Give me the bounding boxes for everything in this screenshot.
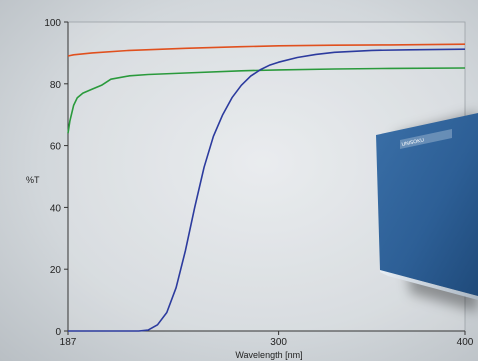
cell-side-edge [380, 268, 478, 300]
y-axis-label: %T [26, 175, 40, 185]
x-tick-label: 300 [270, 337, 287, 348]
x-axis-ticks: 187 300 400 [60, 331, 474, 348]
y-tick-label: 100 [44, 18, 61, 29]
series-lines [67, 43, 466, 332]
x-axis-label: Wavelength [nm] [235, 350, 302, 360]
x-tick-label: 400 [457, 337, 474, 348]
cell-brand-label: UNISOKU [401, 137, 425, 148]
y-tick-label: 80 [50, 80, 62, 91]
y-tick-label: 0 [55, 327, 61, 338]
series-line-1 [67, 67, 466, 134]
series-line-2 [68, 48, 466, 332]
product-photo: UNISOKU [376, 112, 478, 312]
y-tick-label: 60 [50, 142, 62, 153]
series-line-0 [67, 43, 466, 57]
cell-face [376, 113, 478, 296]
y-tick-label: 40 [50, 203, 62, 214]
y-tick-label: 20 [50, 265, 62, 276]
cell-label-plate [400, 129, 452, 149]
y-axis-ticks: 0 20 40 60 80 100 [44, 18, 68, 338]
x-tick-label: 187 [60, 337, 77, 348]
